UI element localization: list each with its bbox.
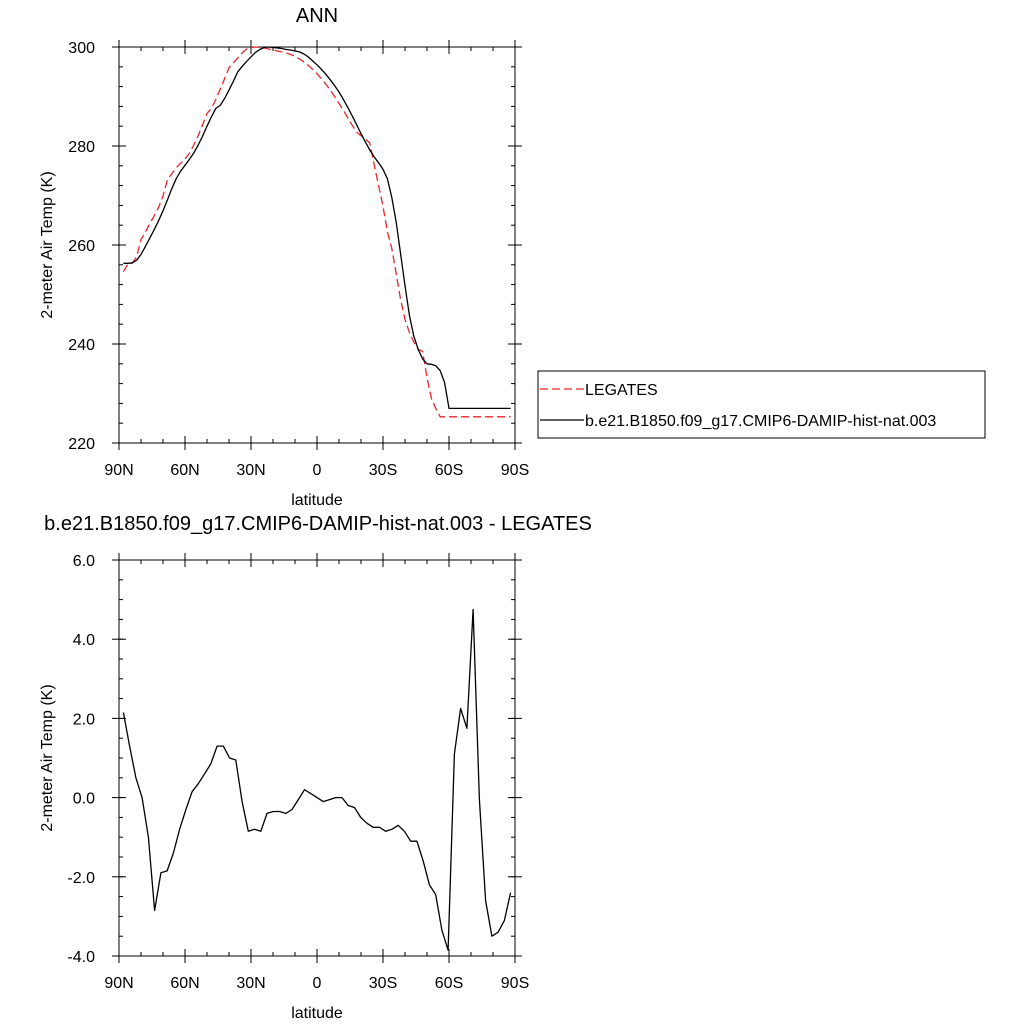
y-tick-label: 4.0 <box>73 632 95 649</box>
x-tick-label: 30S <box>369 975 397 992</box>
y-tick-label: 260 <box>68 238 95 255</box>
x-tick-label: 90S <box>501 462 529 479</box>
y-axis-label: 2-meter Air Temp (K) <box>39 171 56 318</box>
x-tick-label: 30S <box>369 462 397 479</box>
y-tick-label: 220 <box>68 436 95 453</box>
x-tick-label: 90S <box>501 975 529 992</box>
plot-frame <box>118 559 516 957</box>
series-line-legates <box>122 46 511 418</box>
x-tick-label: 30N <box>236 462 265 479</box>
legend-label-model: b.e21.B1850.f09_g17.CMIP6-DAMIP-hist-nat… <box>585 413 936 430</box>
y-tick-label: 280 <box>68 139 95 156</box>
x-tick-label: 60S <box>435 462 463 479</box>
x-tick-label: 90N <box>104 462 133 479</box>
chart-title: ANN <box>296 5 338 27</box>
chart-title: b.e21.B1850.f09_g17.CMIP6-DAMIP-hist-nat… <box>44 513 592 535</box>
x-tick-label: 60N <box>170 975 199 992</box>
y-axis-label: 2-meter Air Temp (K) <box>39 684 56 831</box>
x-tick-label: 0 <box>313 462 322 479</box>
y-tick-label: -2.0 <box>67 870 95 887</box>
y-tick-label: 0.0 <box>73 791 95 808</box>
plot-frame <box>118 46 516 444</box>
y-tick-label: 2.0 <box>73 711 95 728</box>
series-line-difference <box>122 608 512 951</box>
x-tick-label: 60N <box>170 462 199 479</box>
x-tick-label: 60S <box>435 975 463 992</box>
x-axis-label: latitude <box>291 492 343 509</box>
series-line-model <box>123 46 511 410</box>
y-tick-label: 6.0 <box>73 553 95 570</box>
x-tick-label: 0 <box>313 975 322 992</box>
legend-label-legates: LEGATES <box>585 382 658 399</box>
x-tick-label: 90N <box>104 975 133 992</box>
y-tick-label: -4.0 <box>67 949 95 966</box>
y-tick-label: 240 <box>68 337 95 354</box>
legend-box <box>537 370 986 439</box>
x-tick-label: 30N <box>236 975 265 992</box>
y-tick-label: 300 <box>68 40 95 57</box>
x-axis-label: latitude <box>291 1005 343 1022</box>
